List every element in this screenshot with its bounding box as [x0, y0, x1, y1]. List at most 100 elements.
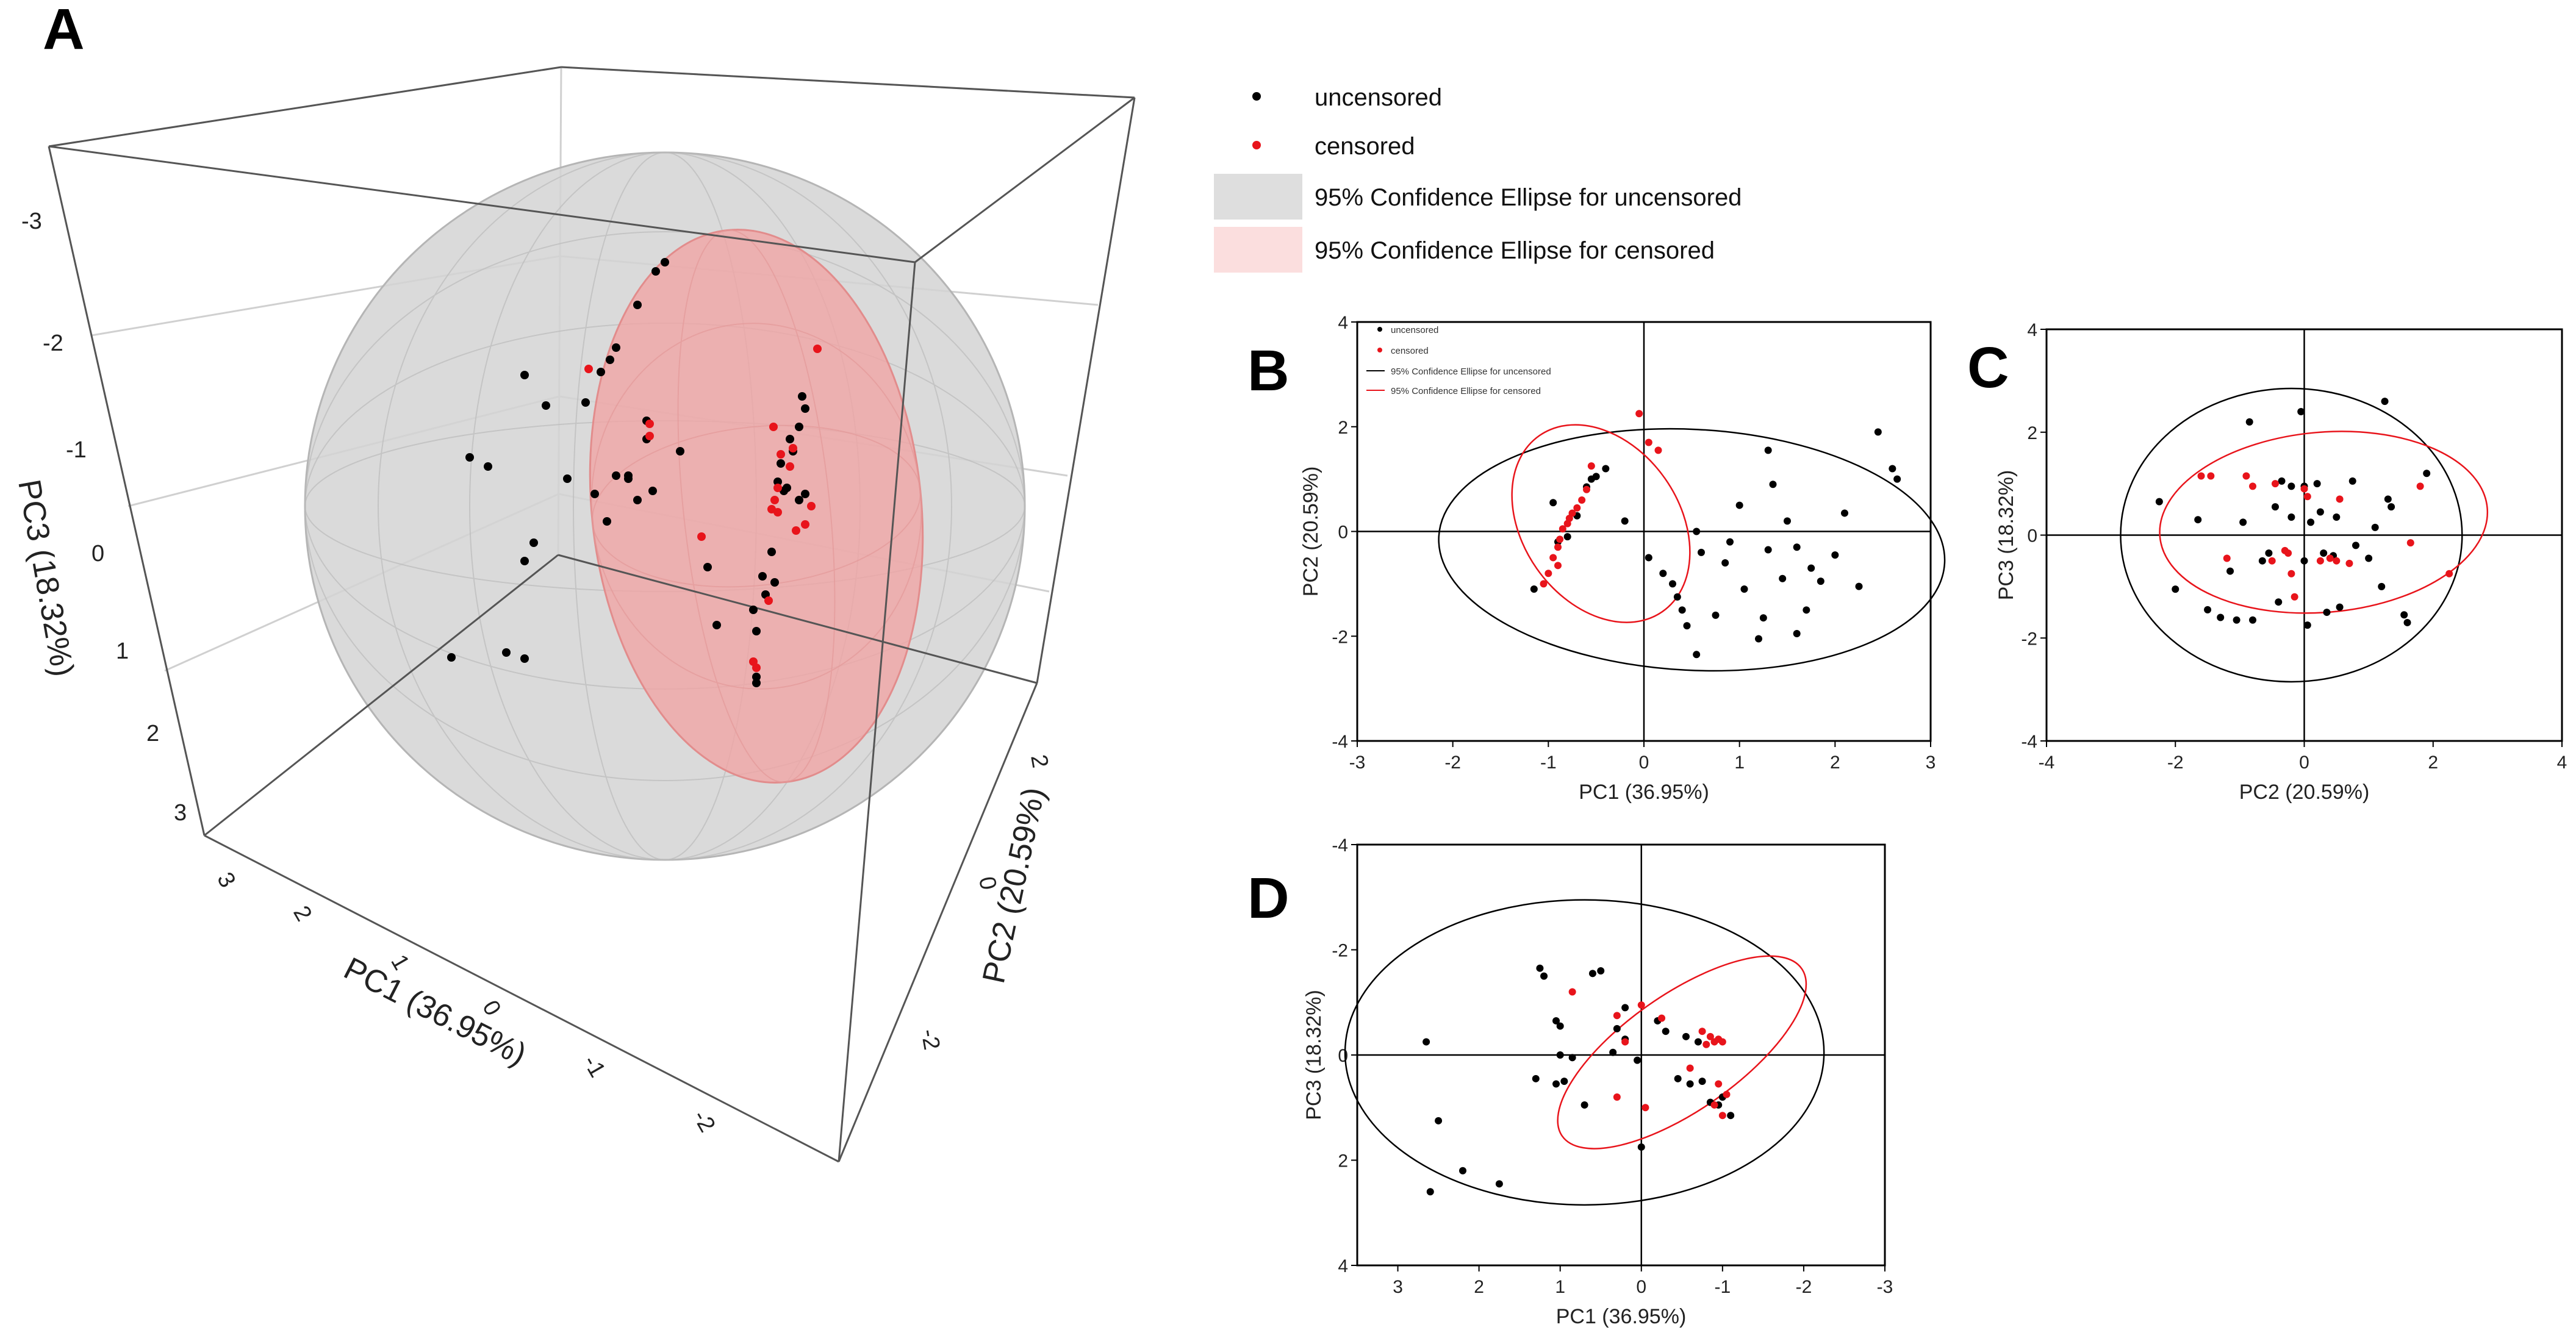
x-tick-label: 0	[2299, 753, 2309, 773]
point-uncensored	[2348, 477, 2356, 485]
y-tick-label: 0	[1338, 523, 1348, 543]
y-tick-label: -2	[2021, 629, 2037, 649]
point-uncensored	[1674, 1075, 1682, 1082]
x-tick-label: 2	[1830, 753, 1840, 773]
x-tick-label: -2	[1796, 1277, 1812, 1297]
point-censored	[1698, 1028, 1706, 1035]
point-uncensored	[1621, 517, 1629, 525]
point-uncensored	[1793, 543, 1801, 551]
point-uncensored	[1659, 570, 1667, 578]
z-tick: 0	[91, 541, 104, 567]
point-censored	[807, 502, 816, 510]
point-uncensored	[1698, 548, 1705, 556]
point-uncensored	[1759, 614, 1767, 622]
point-censored	[1583, 485, 1590, 493]
point-uncensored	[1693, 651, 1701, 659]
point-uncensored	[758, 572, 767, 581]
point-censored	[697, 532, 706, 541]
x-tick: -1	[578, 1051, 610, 1082]
mini-legend-censored-marker	[1377, 348, 1382, 352]
confidence-ellipse-uncensored	[1344, 899, 1825, 1206]
confidence-ellipse-censored	[2159, 431, 2489, 614]
point-censored	[1635, 410, 1643, 418]
plot-c: -4 -2 0 2 4 -4 -2 0 2 4 PC2 (20.59%) PC3 (18.32%)	[1995, 320, 2567, 804]
point-uncensored	[1669, 580, 1676, 588]
point-uncensored	[767, 548, 776, 556]
point-uncensored	[1609, 1048, 1617, 1056]
x-tick: 2	[288, 902, 317, 926]
point-uncensored	[1678, 606, 1686, 614]
point-uncensored	[2378, 582, 2386, 590]
point-uncensored	[1540, 972, 1548, 980]
point-censored	[1637, 1001, 1645, 1009]
y-tick-label: -2	[1332, 627, 1348, 647]
confidence-ellipse-censored	[1511, 424, 1691, 623]
point-uncensored	[2258, 557, 2266, 565]
point-uncensored	[1621, 1004, 1629, 1012]
point-uncensored	[1645, 554, 1652, 562]
point-censored	[1565, 515, 1573, 523]
x-tick: -2	[687, 1106, 720, 1137]
point-uncensored	[1817, 578, 1824, 585]
point-uncensored	[1549, 499, 1557, 507]
point-uncensored	[1712, 611, 1720, 619]
point-censored	[801, 520, 809, 529]
point-censored	[1556, 535, 1564, 543]
point-censored	[2333, 557, 2341, 565]
point-uncensored	[2278, 477, 2286, 485]
x-axis-ticks-3d: 3 2 1 0 -1 -2	[212, 868, 720, 1137]
confidence-ellipse-uncensored	[1438, 427, 1946, 672]
point-uncensored	[752, 627, 761, 635]
point-uncensored	[651, 267, 660, 276]
point-uncensored	[1740, 585, 1748, 593]
point-censored	[777, 450, 785, 459]
mini-legend-censored: censored	[1391, 346, 1429, 356]
point-uncensored	[1634, 1056, 1641, 1064]
x-tick-label: 3	[1926, 753, 1936, 773]
y-tick-label: 4	[1338, 313, 1348, 333]
x-tick-label: -2	[1444, 753, 1461, 773]
point-uncensored	[2313, 480, 2321, 488]
point-uncensored	[2204, 606, 2212, 613]
y-tick-label: -4	[2021, 732, 2037, 752]
z-tick: 1	[116, 638, 129, 664]
point-uncensored	[2194, 516, 2202, 524]
point-uncensored	[703, 563, 712, 571]
point-uncensored	[2239, 518, 2247, 526]
point-uncensored	[2271, 503, 2279, 511]
point-uncensored	[1613, 1025, 1621, 1032]
point-uncensored	[1874, 428, 1882, 436]
x-tick-label: -4	[2039, 753, 2055, 773]
point-uncensored	[563, 474, 572, 483]
point-uncensored	[1694, 1038, 1702, 1046]
x-axis-label: PC1 (36.95%)	[1556, 1305, 1687, 1328]
point-censored	[645, 432, 654, 440]
point-uncensored	[1532, 1075, 1540, 1082]
box-3d	[48, 66, 1136, 1163]
point-uncensored	[2287, 482, 2295, 490]
ellipsoid-mesh	[590, 229, 922, 783]
point-uncensored	[783, 484, 791, 492]
point-uncensored	[529, 538, 538, 547]
point-uncensored	[2287, 513, 2295, 521]
point-uncensored	[648, 487, 657, 495]
point-uncensored	[2423, 470, 2431, 477]
point-uncensored	[2155, 498, 2163, 506]
point-uncensored	[1580, 1101, 1588, 1109]
legend-ci-uncensored-swatch	[1214, 174, 1302, 220]
point-uncensored	[606, 356, 614, 364]
point-censored	[1723, 1090, 1731, 1098]
point-uncensored	[1536, 964, 1544, 972]
panel-c: C -4 -2 0 2 4 -4 -2 0 2 4 PC2 (20.59%) PC3 (18.32%)	[1967, 320, 2567, 804]
point-uncensored	[1683, 622, 1691, 630]
point-censored	[1686, 1064, 1694, 1072]
confidence-ellipse-uncensored	[2120, 387, 2463, 683]
panel-label-c: C	[1967, 335, 2009, 400]
point-censored	[2326, 554, 2334, 562]
point-uncensored	[1764, 446, 1772, 454]
point-censored	[789, 444, 797, 452]
point-censored	[2416, 482, 2424, 490]
point-censored	[1658, 1014, 1666, 1022]
z-tick: -3	[21, 209, 42, 234]
legend-uncensored-marker	[1252, 92, 1261, 101]
